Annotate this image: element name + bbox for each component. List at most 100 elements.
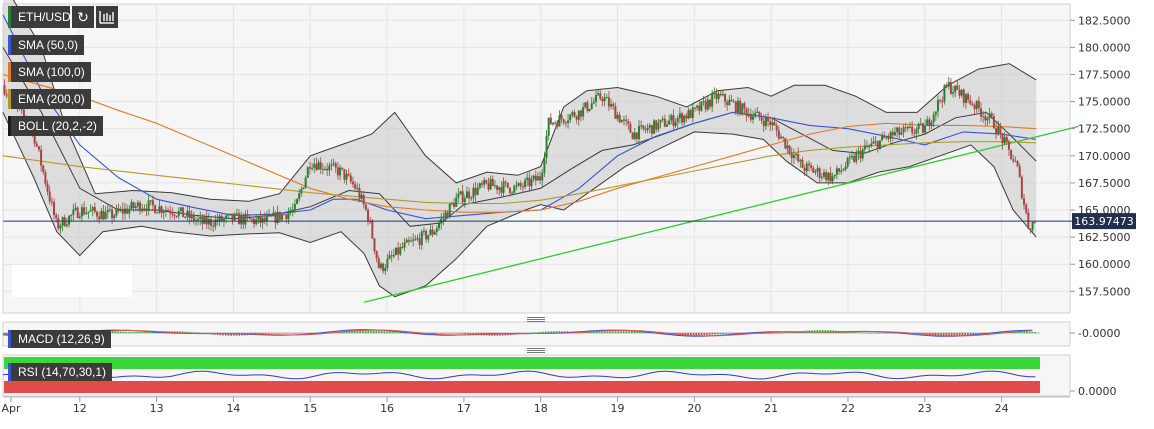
macd-bar-136: [370, 330, 372, 333]
candle-body-109: [237, 213, 240, 225]
candle-body-44: [98, 216, 101, 220]
candle-body-296: [640, 125, 643, 127]
candle-body-304: [657, 122, 660, 130]
macd-bar-67: [184, 331, 187, 333]
legend-sma50[interactable]: SMA (50,0): [8, 35, 85, 55]
candle-body-368: [795, 153, 798, 155]
macd-bar-217: [587, 331, 590, 333]
candle-body-435: [939, 99, 942, 102]
candle-body-446: [962, 89, 965, 103]
macd-bar-285: [770, 333, 773, 334]
macd-bar-315: [851, 332, 853, 333]
candle-body-211: [457, 193, 460, 198]
candle-body-334: [721, 94, 724, 96]
macd-bar-68: [187, 331, 189, 333]
candle-body-278: [601, 98, 604, 102]
macd-bar-380: [1026, 331, 1028, 333]
candle-body-387: [835, 168, 838, 175]
legend-sma100[interactable]: SMA (100,0): [8, 62, 91, 82]
macd-bar-40: [112, 331, 114, 333]
candle-body-467: [1007, 141, 1010, 150]
candle-body-153: [332, 163, 335, 165]
candle-body-439: [947, 82, 950, 87]
macd-bar-358: [966, 333, 969, 336]
time-tick-label-11: 22: [841, 402, 855, 415]
candle-body-101: [220, 215, 223, 222]
rsi-resize-handle[interactable]: [527, 348, 545, 354]
macd-resize-handle[interactable]: [527, 317, 545, 323]
symbol-label[interactable]: ETH/USD: [8, 6, 71, 28]
candle-body-262: [567, 120, 570, 124]
candle-body-169: [367, 209, 370, 222]
macd-bar-70: [192, 332, 195, 333]
candle-body-131: [285, 214, 288, 220]
candle-body-137: [298, 193, 301, 200]
candle-body-57: [126, 208, 129, 214]
candle-body-411: [887, 137, 890, 139]
macd-bar-381: [1028, 331, 1031, 333]
chart-type-button[interactable]: [96, 6, 118, 28]
legend-ema200[interactable]: EMA (200,0): [8, 89, 91, 109]
candle-body-358: [773, 122, 776, 126]
refresh-button[interactable]: ↻: [72, 6, 94, 28]
price-tick-label-8: 177.5000: [1078, 68, 1131, 81]
legend-rsi[interactable]: RSI (14,70,30,1): [8, 363, 113, 381]
candle-body-147: [319, 162, 322, 170]
price-tick-label-2: 162.5000: [1078, 231, 1131, 244]
candle-body-382: [825, 172, 828, 181]
candle-body-440: [949, 82, 952, 94]
macd-bar-344: [929, 333, 931, 335]
macd-bar-263: [711, 333, 714, 335]
candle-body-189: [410, 240, 413, 242]
candle-body-414: [893, 132, 896, 136]
candle-body-443: [956, 85, 959, 90]
macd-bar-142: [386, 331, 388, 333]
macd-bar-359: [969, 333, 972, 335]
candle-body-177: [384, 268, 387, 272]
candle-body-21: [48, 191, 51, 202]
macd-bar-326: [880, 333, 883, 334]
macd-histogram: [2, 329, 1040, 337]
candle-body-379: [818, 168, 821, 178]
macd-bar-201: [544, 331, 547, 333]
candle-body-436: [941, 101, 944, 103]
candle-body-31: [70, 214, 73, 216]
candle-body-155: [336, 167, 339, 176]
macd-bar-271: [733, 333, 735, 334]
macd-bar-101: [276, 333, 278, 334]
candle-body-250: [541, 172, 544, 181]
candle-body-405: [874, 141, 877, 143]
candle-body-255: [551, 122, 554, 125]
candle-body-301: [650, 125, 653, 134]
candle-body-68: [149, 200, 152, 202]
candle-body-148: [321, 168, 324, 170]
candle-body-146: [317, 162, 320, 170]
candle-body-430: [928, 119, 931, 127]
candle-body-318: [687, 110, 690, 119]
macd-bar-106: [289, 333, 292, 334]
candle-body-216: [468, 191, 471, 199]
legend-macd[interactable]: MACD (12,26,9): [8, 330, 111, 348]
candle-body-224: [485, 180, 488, 184]
rsi-panel: 0.0000: [2, 354, 1117, 398]
candle-body-85: [186, 210, 189, 217]
macd-bar-351: [948, 333, 950, 336]
candle-body-265: [573, 112, 576, 117]
legend-boll[interactable]: BOLL (20,2,-2): [8, 116, 103, 136]
candle-body-188: [407, 239, 410, 242]
candle-body-299: [646, 127, 649, 131]
macd-bar-291: [786, 332, 789, 333]
candle-body-333: [719, 93, 722, 96]
candle-body-254: [549, 117, 552, 125]
macd-bar-160: [434, 333, 437, 334]
candle-body-72: [158, 206, 161, 213]
candle-body-363: [784, 138, 787, 149]
candle-body-97: [212, 225, 215, 227]
candle-body-431: [930, 122, 933, 127]
candle-body-42: [93, 207, 96, 212]
candle-body-344: [743, 103, 746, 109]
macd-bar-103: [281, 333, 284, 334]
candle-body-119: [259, 216, 262, 223]
candle-body-454: [980, 108, 983, 117]
macd-bar-207: [561, 331, 563, 333]
